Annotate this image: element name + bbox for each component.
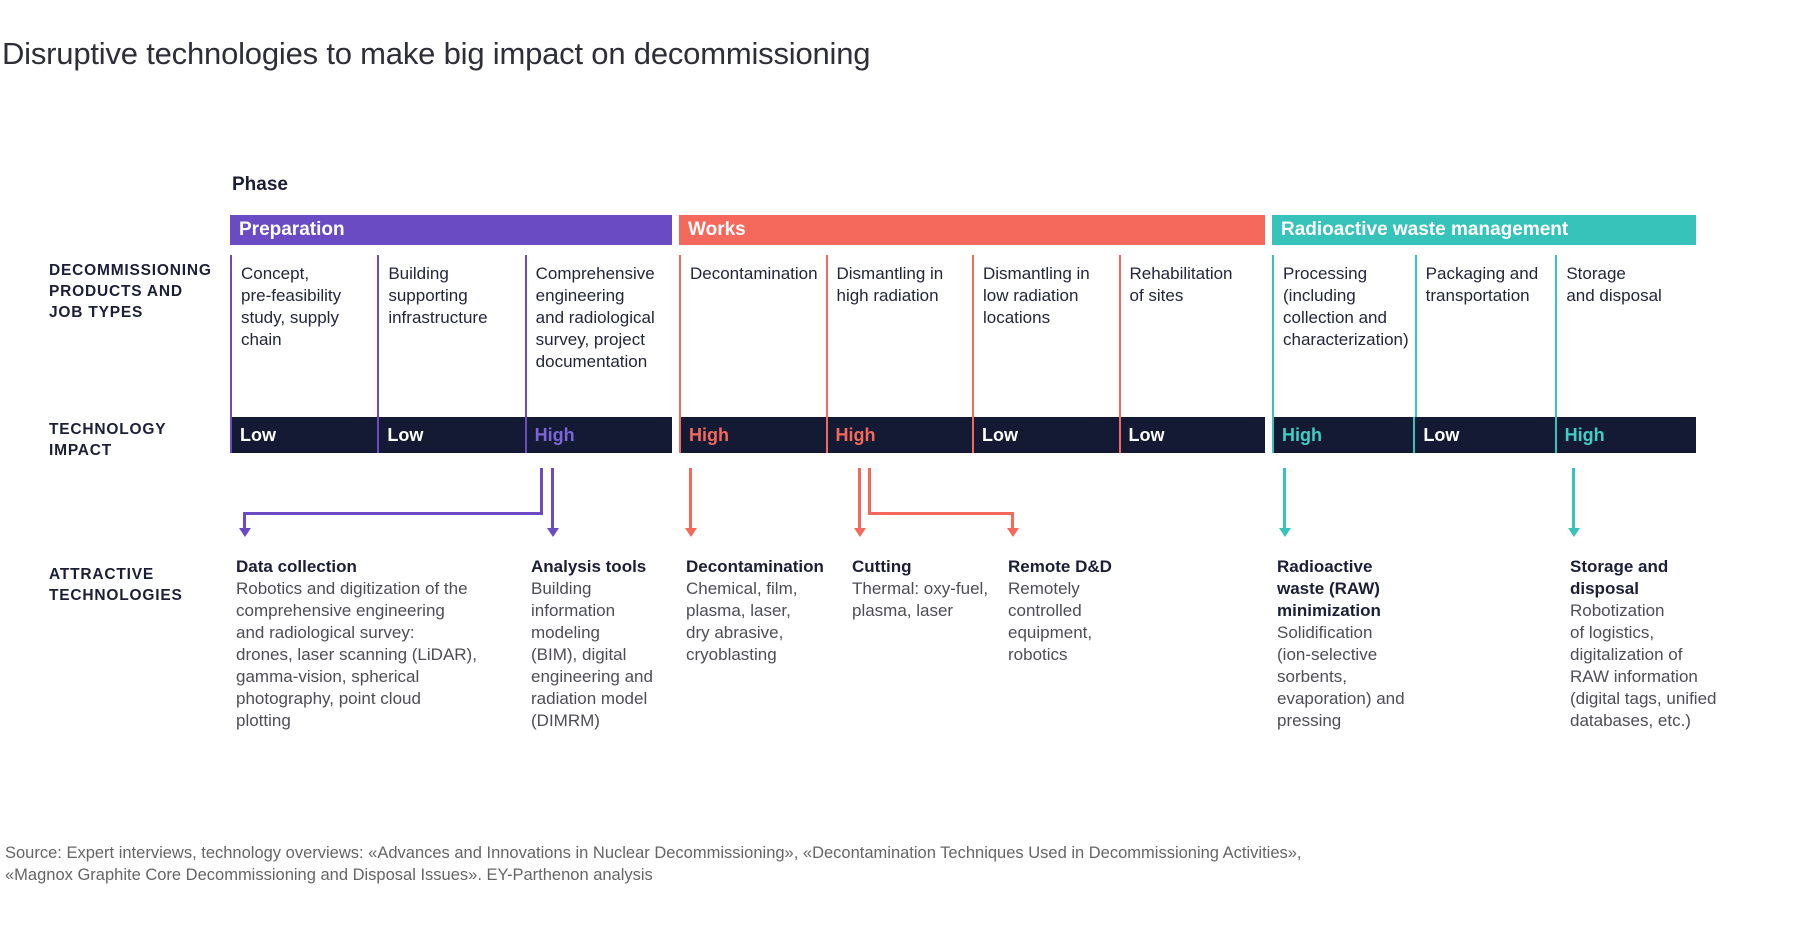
job-column: Processing (including collection and cha… [1272,255,1415,417]
page-title: Disruptive technologies to make big impa… [2,36,871,71]
impact-cell: Low [230,417,377,453]
impact-cell: High [679,417,826,453]
impact-cell: High [825,417,973,453]
job-columns: Decontamination Dismantling in high radia… [679,255,1265,417]
job-column: Concept, pre-feasibility study, supply c… [230,255,377,417]
impact-value: Low [982,424,1018,445]
technology-block: Cutting Thermal: oxy-fuel, plasma, laser [852,556,988,622]
job-label: Processing (including collection and cha… [1283,264,1409,349]
impact-value: High [1564,424,1605,445]
phase-group-works: Works Decontamination Dismantling in high … [679,215,1265,453]
phase-bar: Works [679,215,1265,245]
job-column: Building supporting infrastructure [377,255,524,417]
job-column: Decontamination [679,255,826,417]
impact-value: Low [240,424,276,445]
job-column: Packaging and transportation [1414,255,1556,417]
job-label: Dismantling in low radiation locations [983,264,1090,327]
row-label-impact: TECHNOLOGY IMPACT [49,421,167,459]
job-label: Comprehensive engineering and radiologic… [535,264,655,371]
technology-title: Data collection [236,557,357,576]
phase-row-label: Phase [232,174,288,195]
impact-cell: High [524,417,672,453]
arrowhead-icon [1567,528,1580,537]
job-label: Dismantling in high radiation [836,264,944,305]
impact-value: High [1282,424,1322,445]
impact-value: High [689,424,729,445]
job-label: Building supporting infrastructure [388,264,488,327]
impact-cell: Low [972,417,1119,453]
technology-description: Building information modeling (BIM), dig… [531,579,653,730]
job-label: Packaging and transportation [1425,264,1539,305]
technology-block: Data collection Robotics and digitization… [236,556,477,732]
technology-title: Decontamination [686,557,824,576]
phase-group-preparation: Preparation Concept, pre-feasibility stud… [230,215,672,453]
technology-title: Remote D&D [1008,557,1112,576]
technology-description: Remotely controlled equipment, robotics [1008,579,1093,664]
technology-description: Solidification (ion-selective sorbents, … [1277,623,1405,730]
technology-block: Remote D&D Remotely controlled equipment,… [1008,556,1112,666]
row-label-technologies: ATTRACTIVE TECHNOLOGIES [49,566,183,604]
impact-value: High [534,424,575,445]
arrowhead-icon [853,528,866,537]
impact-row: High High Low Low [679,417,1265,453]
job-column: Dismantling in high radiation [825,255,973,417]
technology-description: Robotization of logistics, digitalizatio… [1570,601,1717,730]
impact-value: Low [1128,424,1165,445]
technology-title: Analysis tools [531,557,647,576]
impact-cell: Low [1413,417,1554,453]
arrowhead-icon [546,528,559,537]
job-column: Comprehensive engineering and radiologic… [524,255,672,417]
job-columns: Concept, pre-feasibility study, supply c… [230,255,672,417]
phase-bar: Preparation [230,215,672,245]
phase-group-raw: Radioactive waste management Processing (… [1272,215,1696,453]
impact-cell: Low [377,417,524,453]
technology-block: Radioactive waste (RAW) minimization Soli… [1277,556,1405,732]
impact-cell: High [1272,417,1413,453]
phase-groups: Preparation Concept, pre-feasibility stud… [230,215,1696,453]
job-label: Storage and disposal [1566,264,1662,305]
technology-description: Chemical, film, plasma, laser, dry abras… [686,579,798,664]
phase-bar: Radioactive waste management [1272,215,1696,245]
impact-row: Low Low High [230,417,672,453]
technology-title: Radioactive waste (RAW) minimization [1277,557,1381,620]
job-column: Storage and disposal [1555,255,1696,417]
arrowhead-icon [684,528,697,537]
impact-cell: Low [1118,417,1266,453]
arrowhead-icon [1006,528,1019,537]
technology-block: Storage and disposal Robotization of logi… [1570,556,1716,732]
job-column: Dismantling in low radiation locations [972,255,1119,417]
arrowhead-icon [238,528,251,537]
impact-value: High [835,424,876,445]
arrowhead-icon [1278,528,1291,537]
impact-cell: High [1554,417,1696,453]
row-label-products: DECOMMISSIONING PRODUCTS AND JOB TYPES [49,262,212,321]
technology-description: Thermal: oxy-fuel, plasma, laser [852,579,989,620]
job-columns: Processing (including collection and cha… [1272,255,1696,417]
impact-row: High Low High [1272,417,1696,453]
technology-description: Robotics and digitization of the compreh… [236,579,477,730]
impact-value: Low [1423,424,1460,445]
job-label: Concept, pre-feasibility study, supply c… [241,264,342,349]
technology-title: Storage and disposal [1570,557,1669,598]
technology-block: Decontamination Chemical, film, plasma, l… [686,556,824,666]
technology-block: Analysis tools Building information model… [531,556,653,732]
job-label: Decontamination [690,264,818,283]
source-note: Source: Expert interviews, technology ov… [5,844,1302,884]
job-label: Rehabilitation of sites [1129,264,1233,305]
technology-title: Cutting [852,557,912,576]
impact-value: Low [387,424,424,445]
job-column: Rehabilitation of sites [1118,255,1266,417]
